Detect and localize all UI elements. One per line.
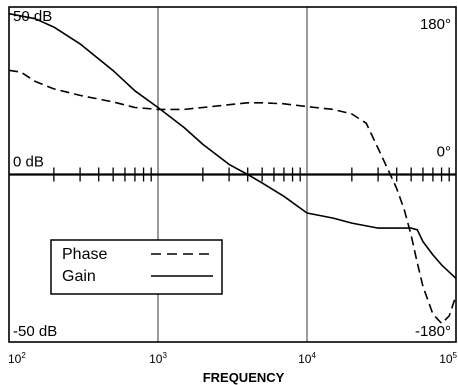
- legend-label: Phase: [62, 246, 107, 263]
- x-tick-label: 104: [298, 351, 316, 366]
- phase-line: [8, 69, 457, 325]
- x-tick-label: 102: [8, 351, 26, 366]
- plot-frame: [8, 6, 457, 343]
- right-axis-label: 180°: [420, 16, 451, 33]
- right-axis-label: 0°: [437, 144, 451, 161]
- gain-line: [8, 12, 457, 279]
- legend-box: [50, 239, 223, 295]
- left-axis-label: -50 dB: [13, 323, 57, 340]
- legend-label: Gain: [62, 268, 96, 285]
- x-tick-label: 103: [149, 351, 167, 366]
- x-axis-title: FREQUENCY: [203, 370, 285, 385]
- left-axis-label: 0 dB: [13, 154, 44, 171]
- right-axis-label: -180°: [415, 323, 451, 340]
- x-tick-label: 105: [439, 351, 457, 366]
- left-axis-label: 50 dB: [13, 8, 52, 25]
